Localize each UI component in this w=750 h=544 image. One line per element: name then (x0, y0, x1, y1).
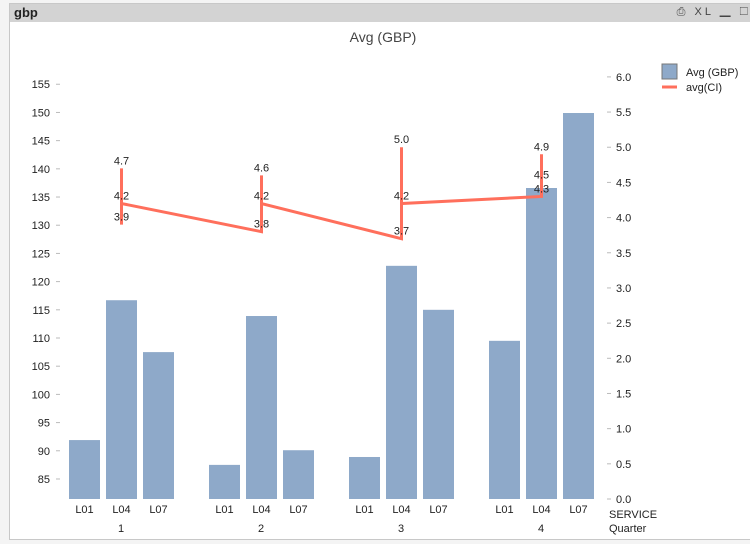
left-tick-label: 115 (32, 305, 50, 317)
right-tick-label: 1.5 (616, 388, 631, 400)
ci-data-label: 4.3 (534, 183, 549, 195)
legend-bar-label: Avg (GBP) (686, 67, 738, 79)
chart-title: Avg (GBP) (350, 29, 417, 45)
legend-bar-swatch (661, 63, 678, 80)
left-tick-label: 130 (32, 220, 50, 232)
ci-data-label: 4.2 (394, 191, 409, 203)
quarter-label: 1 (118, 523, 124, 535)
left-tick-label: 145 (32, 136, 50, 148)
service-label: L07 (289, 504, 307, 516)
ci-data-label: 3.7 (394, 226, 409, 238)
left-tick-label: 100 (32, 389, 50, 401)
window-controls-icon[interactable]: ⎙ XL ▁ ☐ (676, 6, 750, 18)
left-tick-label: 90 (38, 446, 50, 458)
quarter-label: 3 (398, 523, 404, 535)
bar-q2-L07 (283, 450, 314, 499)
ci-data-label: 3.8 (254, 219, 269, 231)
right-tick-label: 6.0 (616, 72, 631, 84)
ci-data-label: 4.6 (254, 162, 269, 174)
left-tick-label: 140 (32, 164, 50, 176)
ci-data-label: 3.9 (114, 212, 129, 224)
service-label: L01 (355, 504, 373, 516)
ci-data-label: 5.0 (394, 134, 409, 146)
legend-line-label: avg(CI) (686, 82, 722, 94)
ci-data-label: 4.2 (114, 191, 129, 203)
bar-q4-L07 (563, 113, 594, 499)
right-tick-label: 2.5 (616, 318, 631, 330)
left-tick-label: 105 (32, 361, 50, 373)
ci-data-label: 4.7 (114, 155, 129, 167)
left-tick-label: 120 (32, 277, 50, 289)
right-tick-label: 0.5 (616, 459, 631, 471)
bar-q3-L01 (349, 456, 380, 499)
service-label: L01 (495, 504, 513, 516)
left-tick-label: 150 (32, 107, 50, 119)
right-tick-label: 4.5 (616, 177, 631, 189)
bar-q2-L04 (246, 316, 277, 499)
service-label: L04 (532, 504, 550, 516)
service-label: L07 (149, 504, 167, 516)
service-label: L07 (569, 504, 587, 516)
right-tick-label: 0.0 (616, 494, 631, 506)
window-title: gbp (14, 5, 38, 20)
left-tick-label: 110 (32, 333, 50, 345)
right-tick-label: 1.0 (616, 424, 631, 436)
right-tick-label: 2.0 (616, 353, 631, 365)
ci-data-label: 4.5 (534, 169, 549, 181)
bar-q4-L04 (526, 188, 557, 500)
window-titlebar: gbp ⎙ XL ▁ ☐ (10, 4, 750, 22)
left-tick-label: 95 (38, 418, 50, 430)
avg-ci-line (120, 147, 543, 241)
ci-data-label: 4.9 (534, 141, 549, 153)
right-tick-label: 5.0 (616, 142, 631, 154)
service-label: L04 (252, 504, 270, 516)
bar-q1-L04 (106, 300, 137, 499)
right-tick-label: 5.5 (616, 107, 631, 119)
bar-q2-L01 (209, 464, 240, 499)
dimension-label-quarter: Quarter (609, 523, 647, 535)
bar-q3-L04 (386, 265, 417, 499)
right-tick-label: 4.0 (616, 213, 631, 225)
ci-data-label: 4.2 (254, 191, 269, 203)
left-tick-label: 135 (32, 192, 50, 204)
service-label: L07 (429, 504, 447, 516)
service-label: L01 (215, 504, 233, 516)
bar-q1-L01 (69, 440, 100, 499)
left-tick-label: 125 (32, 248, 50, 260)
right-tick-label: 3.0 (616, 283, 631, 295)
bar-q1-L07 (143, 352, 174, 499)
left-tick-label: 85 (38, 474, 50, 486)
service-label: L01 (75, 504, 93, 516)
bar-q3-L07 (423, 309, 454, 499)
service-label: L04 (112, 504, 130, 516)
bar-q4-L01 (489, 340, 520, 499)
service-label: L04 (392, 504, 410, 516)
dimension-label-service: SERVICE (609, 509, 657, 521)
left-tick-label: 155 (32, 79, 50, 91)
quarter-label: 2 (258, 523, 264, 535)
right-tick-label: 3.5 (616, 248, 631, 260)
quarter-label: 4 (538, 523, 544, 535)
